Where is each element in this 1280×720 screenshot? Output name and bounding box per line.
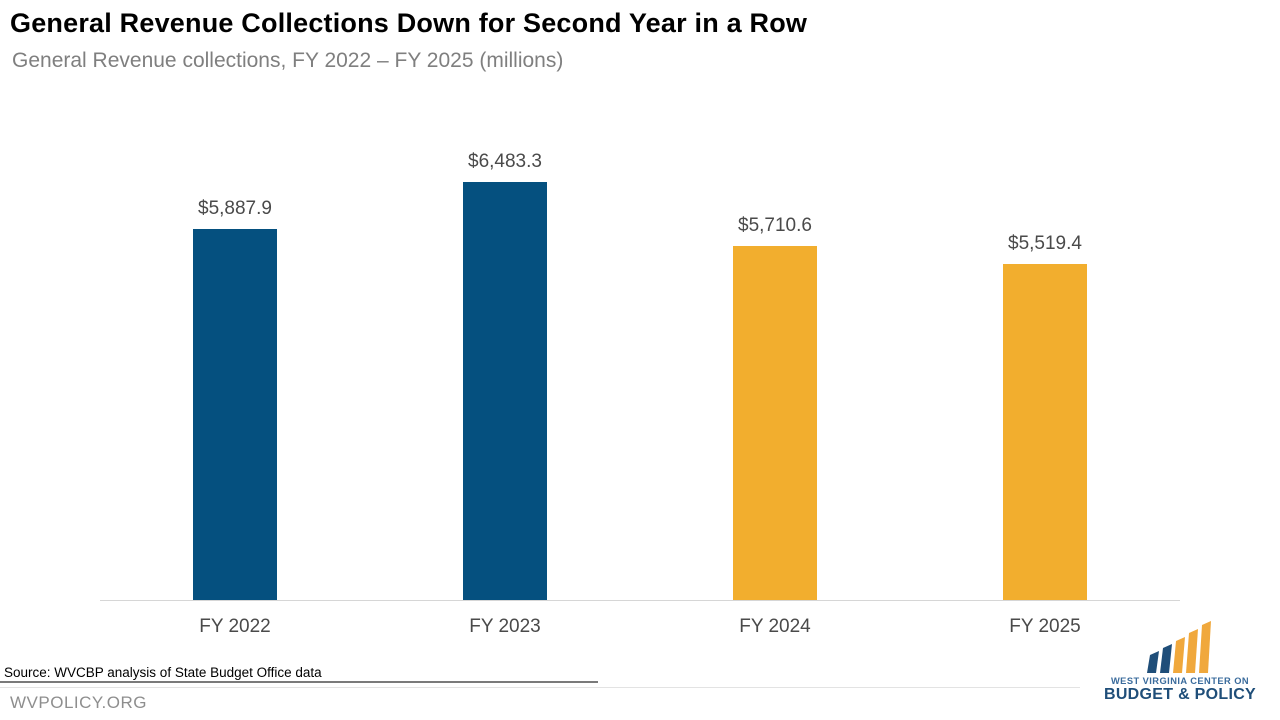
logo-org-name-line2: BUDGET & POLICY — [1103, 686, 1257, 703]
bar-value-label: $5,519.4 — [1008, 232, 1082, 254]
x-axis-labels: FY 2022 FY 2023 FY 2024 FY 2025 — [100, 616, 1180, 638]
bar-value-label: $5,710.6 — [738, 214, 812, 236]
footer-url: WVPOLICY.ORG — [10, 693, 147, 712]
logo-org-name-line1: WEST VIRGINIA CENTER ON — [1110, 676, 1250, 686]
source-underline — [0, 681, 598, 683]
bar-fy-2022 — [193, 228, 277, 600]
bar-slot: $5,887.9 — [100, 151, 370, 600]
bar-value-label: $5,887.9 — [198, 197, 272, 219]
org-logo: WEST VIRGINIA CENTER ON BUDGET & POLICY — [1080, 614, 1280, 720]
plot-area: $5,887.9 $6,483.3 $5,710.6 $5,519.4 — [100, 151, 1180, 600]
bar-fy-2023 — [463, 182, 547, 600]
x-axis-label: FY 2024 — [739, 616, 811, 637]
bar-slot: $5,710.6 — [640, 151, 910, 600]
footer-divider — [0, 687, 1280, 688]
x-axis-line — [100, 600, 1180, 601]
ascending-bars-icon — [1147, 621, 1211, 673]
x-axis-label: FY 2023 — [469, 616, 541, 637]
x-axis-label: FY 2022 — [199, 616, 271, 637]
bar-fy-2024 — [733, 245, 817, 600]
chart-subtitle: General Revenue collections, FY 2022 – F… — [12, 49, 564, 72]
bar-fy-2025 — [1003, 263, 1087, 600]
bar-value-label: $6,483.3 — [468, 151, 542, 172]
source-note: Source: WVCBP analysis of State Budget O… — [4, 665, 322, 680]
chart-title: General Revenue Collections Down for Sec… — [10, 8, 808, 38]
x-axis-label: FY 2025 — [1009, 616, 1081, 637]
bar-slot: $5,519.4 — [910, 151, 1180, 600]
bar-slot: $6,483.3 — [370, 151, 640, 600]
